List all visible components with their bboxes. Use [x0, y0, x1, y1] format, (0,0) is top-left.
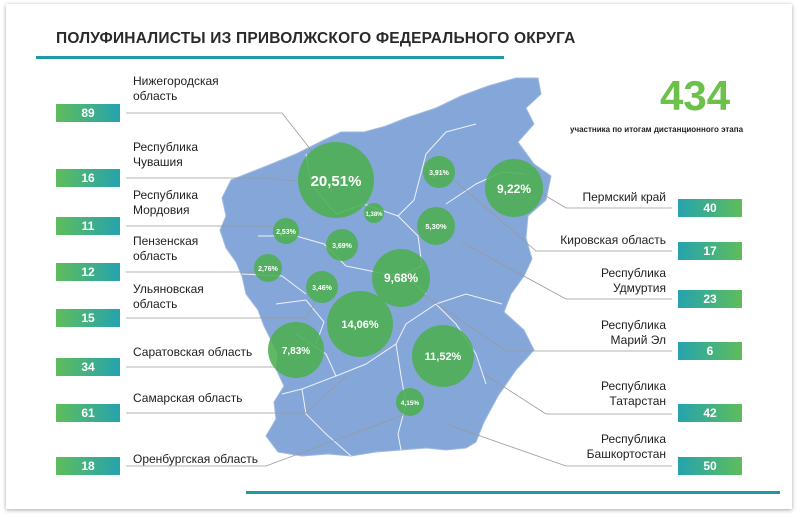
bubble-chuvashia [326, 229, 358, 261]
bubble-label: 2,53% [276, 229, 297, 236]
bubble-label: 14,06% [341, 319, 379, 331]
bubble-label: 3,69% [332, 243, 353, 250]
bubble-label: 11,52% [425, 351, 462, 363]
region-label: Республика Марий Эл [600, 318, 666, 347]
bubble-label: 7,83% [282, 346, 310, 357]
bubble-udmurtia [417, 207, 455, 245]
bubble-bashkortostan [412, 325, 474, 387]
total-count: 434 [660, 72, 731, 119]
bubble-label: 3,46% [312, 285, 333, 292]
bubble-label: 1,38% [365, 212, 383, 218]
region-count-badge: 61 [56, 404, 120, 422]
region-count-badge: 40 [678, 199, 742, 217]
bubble-perm [485, 159, 543, 217]
bubble-samara [327, 291, 393, 357]
region-label: Республика Башкортостан [586, 432, 666, 461]
region-count-badge: 15 [56, 309, 120, 327]
region-label: Республика Татарстан [600, 379, 666, 408]
region-label: Саратовская область [133, 345, 253, 359]
bubble-mariy-el [364, 203, 384, 223]
bubble-label: 3,91% [429, 170, 450, 177]
region-count-badge: 23 [678, 290, 742, 308]
region-label: Нижегородская область [133, 74, 219, 103]
region-label: Республика Мордовия [133, 188, 199, 217]
region-count-badge: 18 [56, 457, 120, 475]
bubble-labels: 20,51% 3,91% 9,22% 1,38% 2,53% 3,69% 5,3… [258, 170, 531, 407]
bottom-rule [246, 491, 780, 494]
region-label: Ульяновская область [133, 282, 204, 311]
region-label: Самарская область [133, 391, 243, 405]
region-count-badge: 12 [56, 263, 120, 281]
region-count-badge: 11 [56, 217, 120, 235]
bubble-label: 9,68% [384, 271, 418, 285]
region-count-badge: 16 [56, 169, 120, 187]
bubble-penza [254, 254, 282, 282]
region-map: 20,51% 3,91% 9,22% 1,38% 2,53% 3,69% 5,3… [126, 77, 672, 467]
bubble-ulyanovsk [306, 271, 338, 303]
region-label: Республика Чувашия [133, 140, 199, 169]
bubble-label: 20,51% [311, 173, 362, 190]
title-underline [36, 56, 504, 59]
region-label: Пермский край [582, 190, 666, 204]
total-caption: участника по итогам дистанционного этапа [570, 125, 744, 134]
bubbles [254, 142, 543, 416]
bubble-orenburg [396, 388, 424, 416]
region-label: Оренбургская область [133, 452, 259, 466]
bubble-mordovia [273, 218, 299, 244]
region-count-badge: 17 [678, 242, 742, 260]
bubble-tatarstan [372, 249, 430, 307]
region-label: Пензенская область [133, 234, 199, 263]
bubble-nizhny [298, 142, 374, 218]
region-count-badge: 89 [56, 104, 120, 122]
infographic-frame: ПОЛУФИНАЛИСТЫ ИЗ ПРИВОЛЖСКОГО ФЕДЕРАЛЬНО… [6, 4, 792, 509]
bubble-label: 4,15% [401, 400, 420, 407]
region-label: Кировская область [560, 233, 666, 247]
bubble-label: 5,30% [425, 222, 447, 231]
region-label: Республика Удмуртия [600, 266, 666, 295]
region-count-badge: 42 [678, 404, 742, 422]
region-count-badge: 50 [678, 457, 742, 475]
bubble-kirov [423, 156, 455, 188]
region-count-badge: 34 [56, 358, 120, 376]
bubble-saratov [268, 322, 324, 378]
bubble-label: 9,22% [497, 182, 531, 196]
bubble-label: 2,76% [258, 266, 279, 273]
page-title: ПОЛУФИНАЛИСТЫ ИЗ ПРИВОЛЖСКОГО ФЕДЕРАЛЬНО… [56, 30, 576, 47]
region-count-badge: 6 [678, 342, 742, 360]
